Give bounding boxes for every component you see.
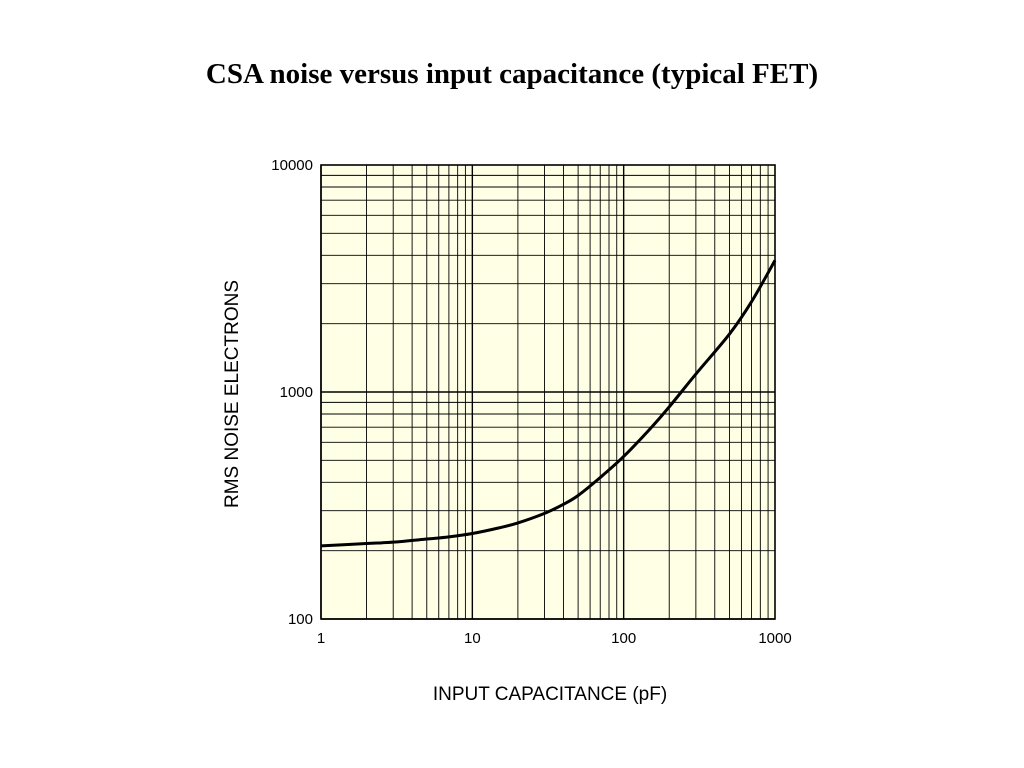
y-tick-labels: 100 1000 10000 — [271, 157, 313, 628]
y-tick-label: 10000 — [271, 157, 313, 174]
y-axis-label: RMS NOISE ELECTRONS — [222, 280, 243, 508]
plot-frame — [320, 164, 776, 620]
y-tick-label: 100 — [288, 611, 313, 628]
x-tick-label: 1000 — [758, 630, 791, 647]
x-tick-labels: 1 10 100 1000 — [317, 630, 792, 647]
noise-curve — [320, 259, 777, 548]
y-tick-label: 1000 — [280, 384, 313, 401]
x-axis-label: INPUT CAPACITANCE (pF) — [433, 684, 667, 705]
slide-title: CSA noise versus input capacitance (typi… — [205, 58, 819, 90]
x-tick-label: 100 — [611, 630, 636, 647]
x-tick-label: 10 — [464, 630, 481, 647]
x-tick-label: 1 — [317, 630, 325, 647]
